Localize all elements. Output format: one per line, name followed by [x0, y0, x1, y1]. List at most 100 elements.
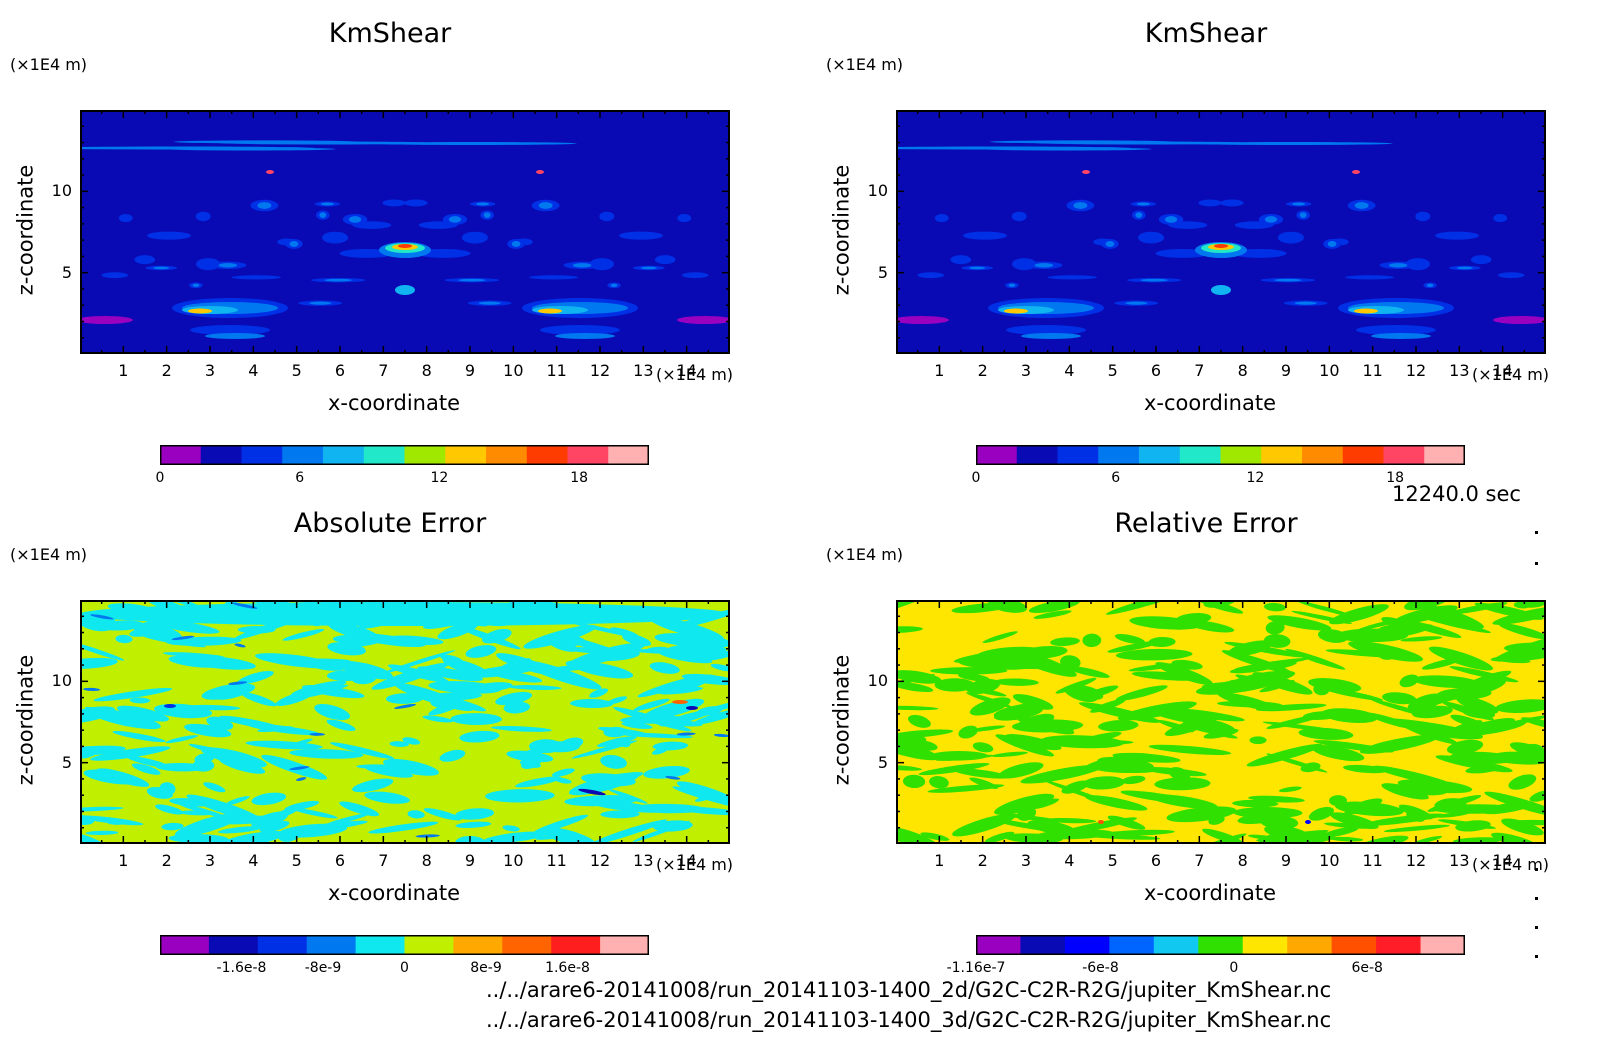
contour-patch	[677, 214, 692, 223]
x-tick-label: 2	[161, 851, 172, 870]
marker-dot	[1535, 955, 1538, 958]
contour-patch	[1115, 648, 1193, 661]
contour-patch	[982, 147, 1152, 151]
y-tick-label: 10	[51, 671, 72, 691]
colorbar-swatch	[1057, 445, 1099, 465]
contour-patch	[161, 822, 184, 831]
chart-title: Relative Error	[1114, 508, 1298, 539]
contour-patch	[465, 645, 497, 658]
contour-patch	[1285, 648, 1346, 670]
contour-patch	[1258, 829, 1329, 843]
contour-patch	[1399, 674, 1419, 688]
contour-patch	[168, 655, 227, 668]
contour-patch	[1405, 258, 1430, 271]
y-tick-label: 5	[877, 752, 888, 772]
contour-patch	[1508, 774, 1537, 790]
contour-patch	[1434, 231, 1480, 240]
contour-patch	[1115, 685, 1168, 701]
contour-patch	[87, 708, 161, 730]
contour-patch	[1217, 692, 1278, 711]
contour-patch	[1182, 717, 1236, 735]
x-tick-label: 9	[1280, 851, 1292, 870]
contour-patch	[461, 231, 488, 244]
contour-patch	[476, 202, 490, 206]
colorbar-swatch	[976, 935, 1021, 955]
contour-patch	[1493, 214, 1508, 223]
contour-patch	[896, 764, 922, 771]
contour-patch	[633, 698, 670, 711]
contour-patch	[896, 737, 939, 761]
contour-patch	[677, 316, 730, 324]
colorbar-swatch	[160, 445, 202, 465]
x-tick-label: 7	[378, 361, 389, 380]
colorbar-tick-label: 0	[400, 960, 409, 976]
colorbar-swatch	[1198, 935, 1244, 955]
contour-patch	[1322, 826, 1359, 838]
contour-patch	[1224, 641, 1307, 658]
contour-patch	[289, 766, 310, 771]
colorbar-swatch	[282, 445, 324, 465]
y-unit-label: (×1E4 m)	[826, 545, 904, 564]
contour-patch	[713, 733, 730, 738]
contour-patch	[383, 758, 439, 776]
colorbar-swatch	[1342, 445, 1384, 465]
contour-patch	[1107, 815, 1146, 830]
contour-patch	[483, 212, 491, 218]
colorbar-swatch	[976, 445, 1018, 465]
colorbar-swatch	[608, 445, 649, 465]
contour-patch	[603, 726, 628, 738]
contour-patch	[1090, 698, 1126, 713]
contour-patch	[538, 308, 562, 314]
contour-patch	[952, 768, 1010, 779]
contour-patch	[1381, 617, 1415, 631]
colorbar	[160, 935, 649, 955]
contour-patch	[467, 664, 541, 678]
contour-patch	[637, 676, 701, 698]
contour-patch	[301, 685, 365, 699]
contour-patch	[1504, 642, 1546, 654]
contour-patch	[352, 221, 392, 229]
contour-patch	[551, 768, 575, 777]
x-tick-label: 13	[633, 851, 654, 870]
x-tick-label: 1	[934, 361, 945, 380]
contour-patch	[1252, 672, 1313, 695]
contour-patch	[291, 808, 338, 819]
contour-patch	[974, 658, 1057, 670]
colorbar-swatch	[1331, 935, 1377, 955]
plot-frame	[80, 600, 730, 844]
x-tick-label: 5	[291, 361, 302, 380]
contour-patch	[1377, 647, 1397, 660]
contour-patch	[1104, 829, 1175, 836]
contour-patch	[565, 660, 614, 674]
colorbar-swatch	[241, 445, 283, 465]
contour-patch	[1382, 692, 1417, 705]
contour-patch	[1371, 333, 1431, 339]
contour-patch	[1080, 833, 1161, 840]
contour-patch	[1225, 679, 1258, 690]
colorbar-tick-label: 0	[971, 470, 981, 486]
contour-patch	[80, 815, 144, 826]
contour-patch	[417, 666, 483, 682]
contour-patch	[319, 212, 327, 218]
contour-patch	[1426, 283, 1434, 288]
x-unit-label: (×1E4 m)	[1472, 365, 1550, 384]
contour-patch	[1140, 278, 1168, 282]
x-tick-label: 2	[977, 361, 988, 380]
contour-patch	[402, 737, 421, 745]
time-label: 12240.0 sec	[1392, 482, 1521, 506]
contour-patch	[1105, 240, 1115, 247]
contour-patch	[131, 763, 161, 775]
colorbar-swatch	[1424, 445, 1465, 465]
marker-dot	[1535, 897, 1538, 900]
contour-patch	[958, 673, 990, 682]
contour-patch	[326, 719, 356, 732]
contour-patch	[1171, 659, 1203, 670]
contour-patch	[1529, 790, 1546, 802]
x-tick-label: 12	[1405, 361, 1427, 380]
contour-patch	[896, 670, 942, 684]
plot-area	[80, 110, 730, 354]
contour-field	[80, 110, 730, 354]
contour-patch	[1421, 657, 1462, 670]
contour-patch	[1135, 212, 1143, 218]
x-tick-label: 14	[1492, 851, 1513, 870]
